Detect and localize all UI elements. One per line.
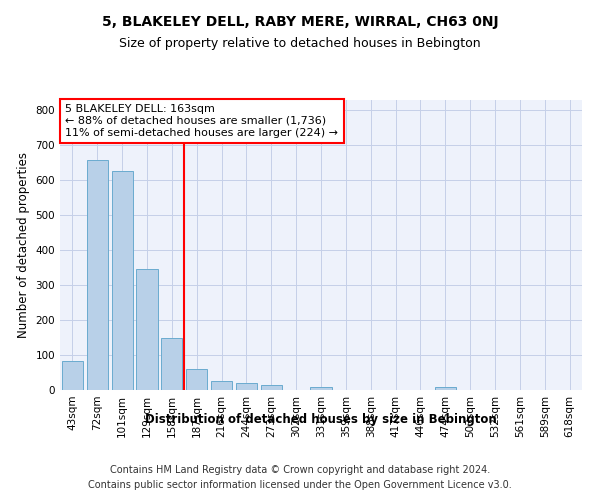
Bar bbox=[310, 386, 332, 390]
Bar bbox=[435, 387, 456, 390]
Bar bbox=[211, 382, 232, 390]
Text: Size of property relative to detached houses in Bebington: Size of property relative to detached ho… bbox=[119, 38, 481, 51]
Text: Contains HM Land Registry data © Crown copyright and database right 2024.: Contains HM Land Registry data © Crown c… bbox=[110, 465, 490, 475]
Text: Distribution of detached houses by size in Bebington: Distribution of detached houses by size … bbox=[145, 412, 497, 426]
Bar bbox=[136, 269, 158, 390]
Text: Contains public sector information licensed under the Open Government Licence v3: Contains public sector information licen… bbox=[88, 480, 512, 490]
Text: 5 BLAKELEY DELL: 163sqm
← 88% of detached houses are smaller (1,736)
11% of semi: 5 BLAKELEY DELL: 163sqm ← 88% of detache… bbox=[65, 104, 338, 138]
Bar bbox=[62, 361, 83, 390]
Bar bbox=[186, 369, 207, 390]
Bar bbox=[236, 383, 257, 390]
Bar bbox=[161, 338, 182, 390]
Y-axis label: Number of detached properties: Number of detached properties bbox=[17, 152, 30, 338]
Bar bbox=[261, 386, 282, 390]
Text: 5, BLAKELEY DELL, RABY MERE, WIRRAL, CH63 0NJ: 5, BLAKELEY DELL, RABY MERE, WIRRAL, CH6… bbox=[101, 15, 499, 29]
Bar bbox=[87, 160, 108, 390]
Bar bbox=[112, 171, 133, 390]
